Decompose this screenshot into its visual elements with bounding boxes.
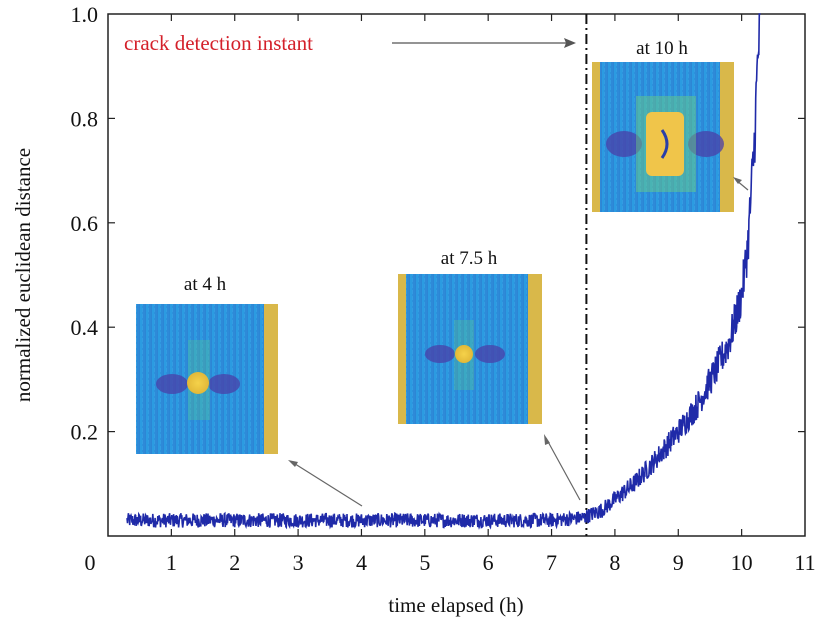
- inset-4h-pointer: [291, 461, 363, 507]
- x-tick-label: 5: [419, 550, 430, 575]
- x-tick-label: 8: [609, 550, 620, 575]
- x-tick-label: 6: [483, 550, 494, 575]
- annotation-arrowhead: [564, 38, 576, 48]
- inset-4h-dot: [187, 372, 209, 394]
- inset-7-5h-dot: [455, 345, 473, 363]
- inset-10h: at 10 h: [592, 38, 734, 212]
- y-tick-label: 0.2: [71, 420, 99, 445]
- inset-7-5h-blob-left: [425, 345, 455, 363]
- x-axis-ticks: 0 1 2 3 4 5 6 7 8 9 10 11: [85, 14, 816, 575]
- y-tick-label: 0.6: [71, 211, 99, 236]
- x-tick-label: 9: [673, 550, 684, 575]
- x-tick-label: 11: [794, 550, 815, 575]
- plot-frame: [107, 13, 806, 537]
- inset-7-5h-edge-left: [398, 274, 406, 424]
- inset-7-5h-pointer: [545, 437, 581, 501]
- inset-4h: at 4 h: [132, 274, 278, 454]
- inset-10h-crack: [660, 129, 669, 159]
- y-axis-ticks: 0.2 0.4 0.6 0.8 1.0: [71, 2, 805, 445]
- inset-10h-blob-right: [688, 131, 724, 157]
- inset-4h-blob-right: [208, 374, 240, 394]
- inset-10h-edge-left: [592, 62, 600, 212]
- x-tick-label: 0: [85, 550, 96, 575]
- inset-label-7-5h: at 7.5 h: [441, 248, 498, 269]
- inset-4h-pointer-head: [288, 460, 298, 467]
- inset-4h-edge: [264, 304, 278, 454]
- inset-10h-edge-right: [720, 62, 734, 212]
- y-tick-label: 1.0: [71, 2, 99, 27]
- x-tick-label: 2: [229, 550, 240, 575]
- x-axis-label: time elapsed (h): [388, 593, 523, 617]
- inset-7-5h: at 7.5 h: [398, 248, 542, 424]
- inset-label-4h: at 4 h: [184, 274, 227, 295]
- series-line-euclidean-distance: [126, 13, 761, 530]
- x-tick-label: 4: [356, 550, 367, 575]
- y-tick-label: 0.8: [71, 106, 99, 131]
- x-tick-label: 3: [293, 550, 304, 575]
- inset-label-10h: at 10 h: [636, 38, 688, 59]
- y-tick-label: 0.4: [71, 315, 99, 340]
- x-tick-label: 1: [166, 550, 177, 575]
- inset-10h-blob-left: [606, 131, 642, 157]
- x-tick-label: 10: [731, 550, 753, 575]
- inset-7-5h-edge-right: [528, 274, 542, 424]
- x-tick-label: 7: [546, 550, 557, 575]
- inset-10h-crack-zone: [646, 112, 684, 176]
- inset-7-5h-pointer-head: [544, 434, 550, 445]
- inset-7-5h-blob-right: [475, 345, 505, 363]
- crack-detection-annotation: crack detection instant: [124, 31, 313, 55]
- y-axis-label: normalized euclidean distance: [11, 148, 35, 402]
- inset-4h-blob-left: [156, 374, 188, 394]
- inset-10h-pointer-head: [733, 177, 742, 184]
